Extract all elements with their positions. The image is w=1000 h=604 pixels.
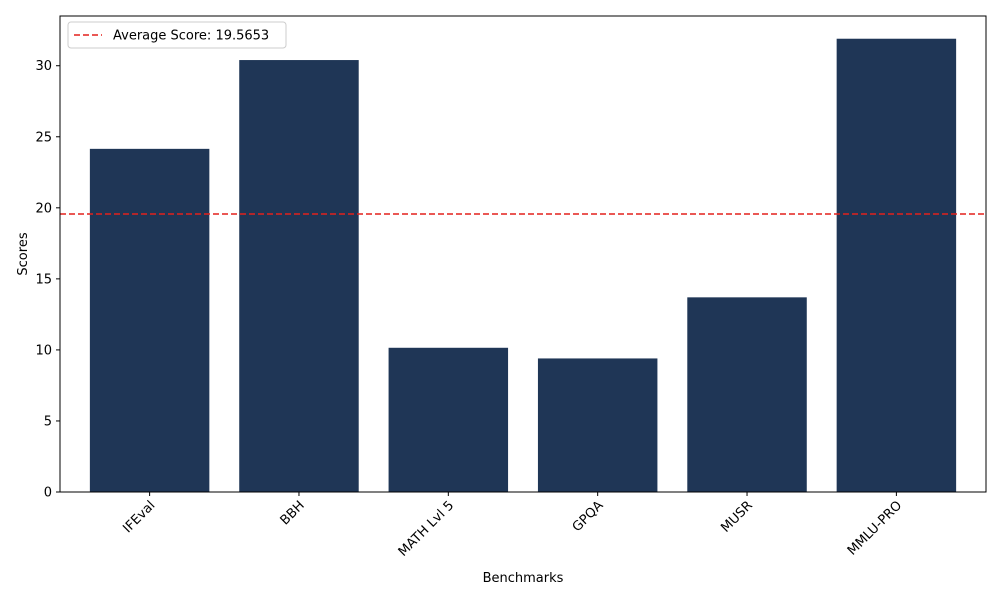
bar-math-lvl-5 (388, 347, 509, 492)
y-tick-label: 10 (35, 343, 52, 358)
bar-musr (687, 297, 807, 492)
legend-entry-average-score: Average Score: 19.5653 (113, 29, 269, 44)
bar-ifeval (89, 148, 210, 492)
x-axis-label: Benchmarks (483, 571, 564, 586)
bars-layer (89, 38, 957, 493)
y-tick-label: 30 (35, 59, 52, 74)
plot-frame (59, 15, 987, 493)
legend-box (67, 21, 287, 49)
bar-bbh (239, 60, 359, 493)
x-tick-label: MUSR (718, 498, 755, 535)
y-tick-label: 0 (44, 486, 52, 501)
y-tick-label: 15 (35, 272, 52, 287)
bar-mmlu-pro (836, 38, 957, 492)
x-tick-label: MMLU-PRO (845, 498, 905, 558)
y-axis-label: Scores (16, 232, 31, 275)
x-tick-label: MATH Lvl 5 (396, 498, 457, 559)
legend: Average Score: 19.5653 (67, 21, 287, 49)
axes-layer (59, 15, 987, 493)
y-tick-label: 20 (35, 201, 52, 216)
bar-gpqa (537, 358, 658, 492)
y-tick-label: 5 (44, 414, 52, 429)
x-tick-label: GPQA (570, 498, 607, 535)
y-tick-label: 25 (35, 130, 52, 145)
x-tick-label: IFEval (120, 498, 158, 536)
x-tick-label: BBH (278, 498, 308, 528)
